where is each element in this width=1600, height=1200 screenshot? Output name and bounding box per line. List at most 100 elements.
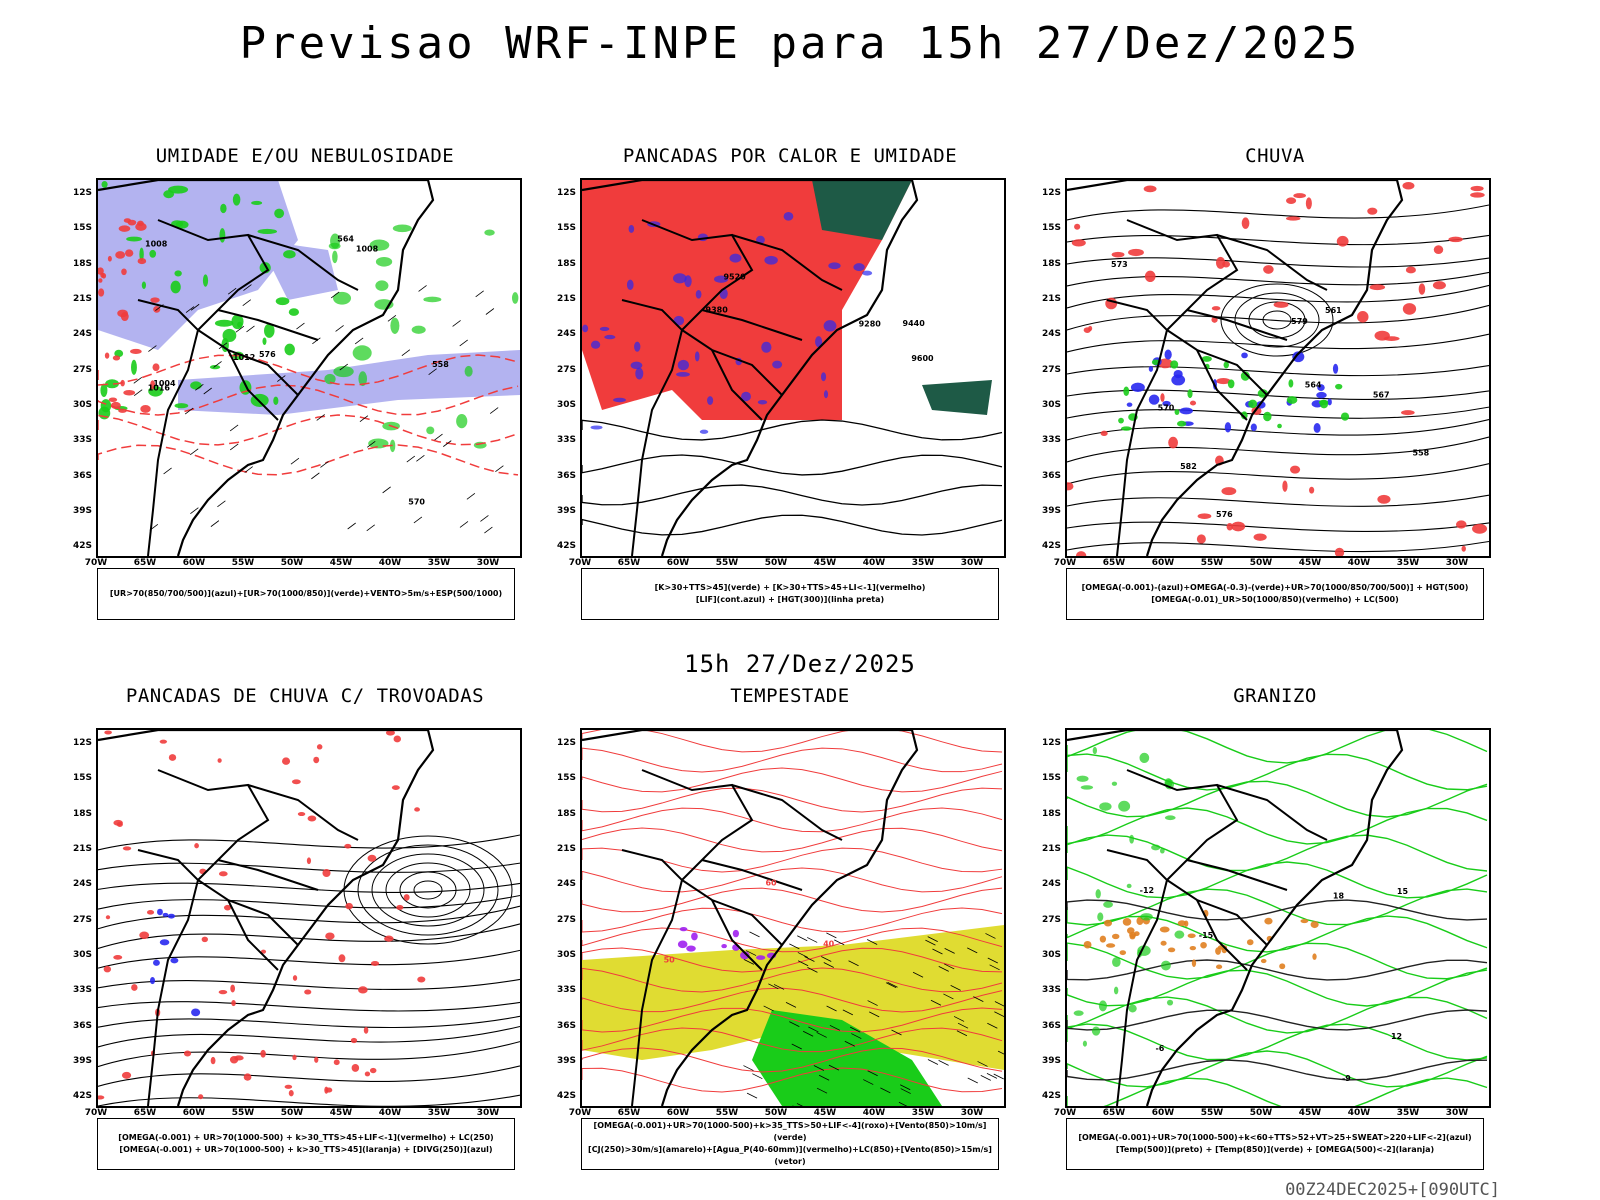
longitude-tick-label: 60W: [666, 558, 690, 568]
humidity-contour: [175, 220, 189, 229]
temp850-line: [1113, 986, 1119, 995]
omega-area: [1162, 400, 1171, 407]
rain-area: [1336, 235, 1349, 247]
contour-label: 573: [1111, 260, 1128, 269]
longitude-tick-label: 55W: [715, 558, 739, 568]
omega-area: [1279, 963, 1286, 970]
streamline: [582, 887, 1003, 913]
omega-area: [1103, 919, 1112, 927]
low-pressure-center: [1220, 283, 1334, 357]
wind-vector: [413, 516, 423, 524]
storm-area: [223, 904, 232, 911]
wind-vector: [851, 1033, 862, 1039]
temp850-line: [1128, 1004, 1137, 1013]
rain-area: [1357, 311, 1369, 323]
rain-area: [1448, 236, 1463, 243]
storm-area: [98, 1095, 105, 1100]
humidity-contour: [262, 337, 267, 346]
longitude-tick-label: 40W: [862, 558, 886, 568]
streamline: [98, 1094, 520, 1106]
humidity-contour: [392, 224, 412, 233]
divergence-area: [191, 1008, 201, 1017]
wind-vector: [485, 308, 495, 315]
wind-vector: [796, 1103, 804, 1106]
border-line: [227, 349, 279, 421]
omega-area: [1167, 947, 1176, 953]
anticyclone: [413, 880, 443, 900]
rain-area: [1158, 358, 1173, 369]
longitude-tick-label: 55W: [1200, 558, 1224, 568]
wind-vector: [944, 963, 955, 970]
rain-area: [1215, 256, 1226, 269]
thickness-label: [104, 352, 110, 359]
omega-area: [1170, 360, 1179, 369]
severe-area: [740, 951, 750, 960]
longitude-tick-label: 70W: [84, 558, 108, 568]
humidity-contour: [426, 426, 435, 435]
wind-vector: [821, 956, 832, 962]
wind-vector: [743, 1065, 754, 1071]
wind-vector: [867, 1000, 878, 1006]
rain-area: [1189, 400, 1197, 406]
contour-label: 570: [408, 498, 425, 507]
temp850-line: [1067, 1050, 1488, 1088]
wind-vector: [950, 985, 961, 991]
temp850-line: [1082, 1040, 1087, 1047]
wind-vector: [887, 981, 898, 988]
height-line: [1067, 257, 1489, 268]
wind-vector: [848, 960, 859, 967]
temp500-line: [1067, 1059, 1488, 1081]
storm-area: [243, 1073, 252, 1081]
latitude-tick-label: 15S: [556, 223, 576, 234]
coastline: [1067, 730, 1404, 1106]
omega-area: [1250, 423, 1257, 432]
divergence-area: [170, 957, 179, 964]
wind-vector: [807, 967, 818, 973]
omega-area: [1215, 964, 1223, 970]
forecast-time-subtitle: 15h 27/Dez/2025: [684, 650, 916, 678]
temp850-line: [1067, 780, 1488, 818]
omega-area: [1200, 941, 1207, 949]
temp850-line: [1098, 1000, 1107, 1012]
rain-area: [1100, 430, 1108, 437]
latitude-tick-label: 24S: [556, 879, 576, 890]
anticyclone: [385, 862, 471, 918]
page-title: Previsao WRF-INPE para 15h 27/Dez/2025: [239, 18, 1361, 69]
storm-area: [414, 807, 420, 812]
border-line: [197, 879, 299, 946]
contour-label: 567: [1373, 390, 1390, 399]
wind-vector: [826, 1005, 837, 1012]
border-line: [1166, 879, 1268, 946]
latitude-tick-label: 42S: [72, 541, 92, 552]
wind-vector: [311, 472, 320, 480]
lif-contour: [613, 397, 626, 403]
border-line: [621, 849, 684, 1106]
storm-area: [367, 854, 377, 862]
rain-area: [1253, 533, 1267, 541]
wind-vector: [418, 285, 427, 292]
longitude-tick-label: 60W: [1151, 1108, 1175, 1118]
wind-vector: [203, 387, 212, 395]
latitude-tick-label: 42S: [72, 1091, 92, 1102]
streamline: [582, 730, 1003, 753]
omega-area: [1313, 423, 1321, 433]
latitude-tick-label: 18S: [1041, 258, 1061, 269]
wind-vector: [863, 1079, 874, 1085]
thickness-label: [127, 219, 137, 226]
wind-vector: [807, 937, 818, 943]
wind-area: [752, 1010, 942, 1106]
wind-vector: [927, 936, 938, 942]
humidity-contour: [375, 280, 389, 291]
temp850-line: [1076, 775, 1089, 782]
humidity-contour: [375, 257, 393, 267]
temp850-line: [1067, 915, 1488, 953]
latitude-tick-label: 30S: [556, 950, 576, 961]
humidity-contour: [231, 314, 244, 330]
legend-umidade: [UR>70(850/700/500)](azul)+[UR>70(1000/8…: [97, 568, 515, 620]
anticyclone: [371, 853, 485, 927]
storm-area: [282, 757, 291, 765]
rain-area: [1405, 266, 1416, 274]
wind-vector: [994, 1001, 1004, 1007]
rain-area: [1286, 197, 1297, 205]
longitude-tick-label: 45W: [813, 1108, 837, 1118]
